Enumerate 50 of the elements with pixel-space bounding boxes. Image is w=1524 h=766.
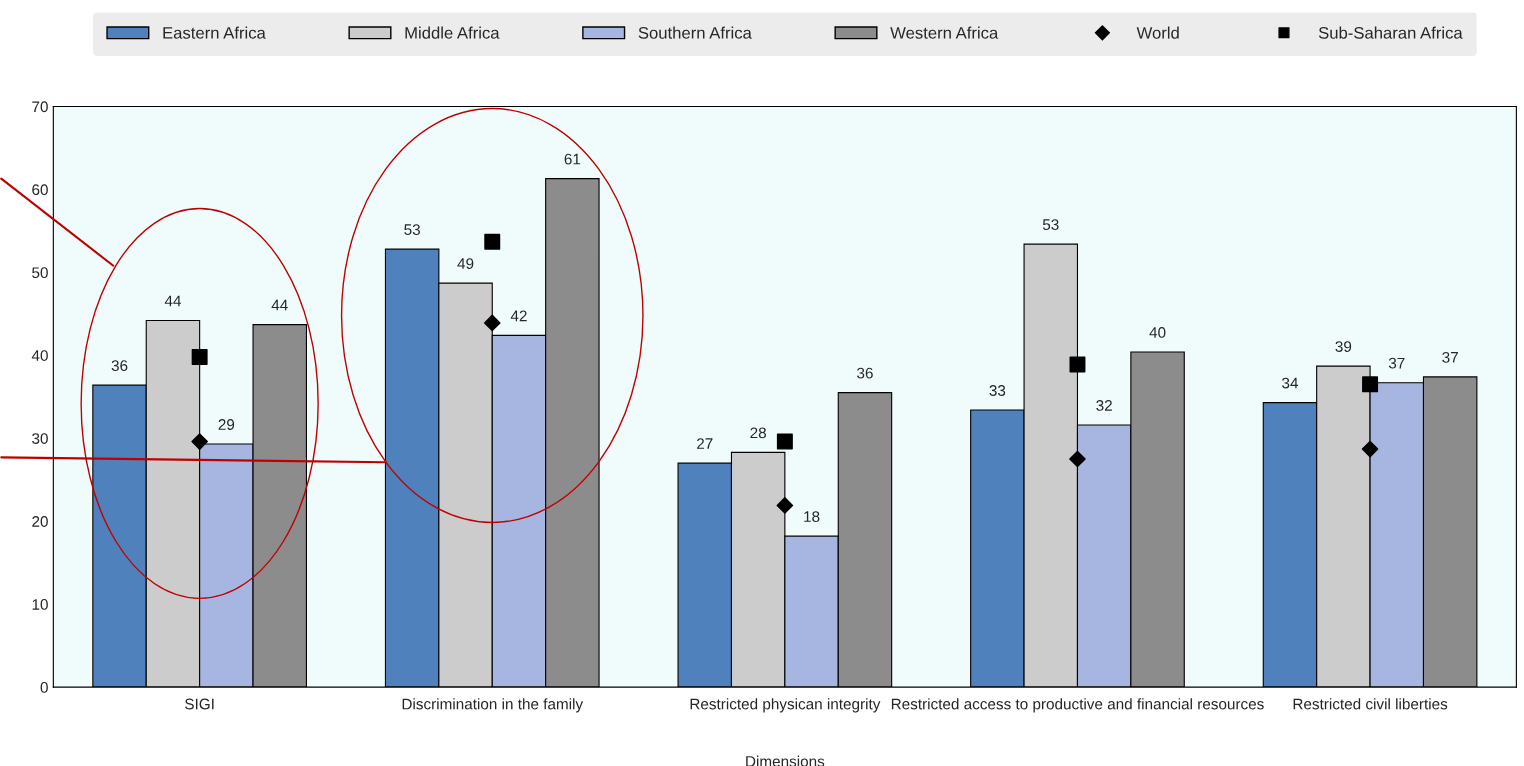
legend-label: Middle Africa	[405, 26, 500, 39]
data-label: 53	[1042, 219, 1059, 231]
data-label: 18	[804, 511, 820, 523]
x-axis-title: Dimensions	[746, 755, 825, 766]
data-label: 37	[1442, 351, 1458, 363]
data-label: 34	[1282, 377, 1299, 389]
point	[191, 433, 208, 450]
point	[191, 348, 208, 365]
point	[776, 497, 794, 514]
y-tick-label: 40	[31, 350, 48, 361]
data-label: 28	[750, 427, 766, 439]
point	[776, 433, 793, 450]
data-label: 49	[457, 258, 474, 270]
x-tick-label: SIGI	[185, 698, 214, 710]
legend-label: Eastern Africa	[163, 26, 266, 39]
x-tick-label: Restricted physican integrity	[690, 698, 881, 713]
data-label: 39	[1335, 341, 1352, 352]
data-label: 36	[857, 367, 873, 379]
x-tick-label: Restricted civil liberties	[1293, 698, 1448, 710]
point	[1361, 440, 1379, 458]
data-label: 61	[564, 153, 581, 165]
legend-label: Southern Africa	[638, 26, 752, 39]
point	[1069, 450, 1086, 468]
y-tick-label: 20	[32, 516, 48, 527]
legend-label: Western Africa	[890, 26, 999, 39]
point	[1362, 376, 1379, 393]
data-label: 36	[111, 360, 128, 372]
y-tick-label: 60	[32, 184, 48, 196]
point	[483, 314, 501, 332]
y-tick-label: 30	[32, 433, 48, 444]
legend-label: Sub-Saharan Africa	[1318, 26, 1463, 39]
y-tick-label: 70	[32, 101, 48, 113]
data-label: 29	[218, 419, 235, 430]
y-tick-label: 10	[32, 599, 48, 610]
point	[484, 233, 501, 250]
data-label: 40	[1149, 327, 1166, 338]
x-tick-label: Discrimination in the family	[402, 698, 584, 713]
data-label: 44	[164, 295, 181, 307]
data-label: 42	[510, 310, 527, 322]
data-label: 33	[989, 385, 1006, 396]
y-tick-label: 50	[32, 267, 48, 279]
legend-label: World	[1136, 26, 1179, 39]
data-label: 27	[697, 438, 713, 449]
x-tick-label: Restricted access to productive and financial resources	[891, 698, 1264, 713]
point	[1069, 356, 1086, 373]
y-tick-label: 0	[40, 681, 48, 693]
data-label: 44	[271, 299, 288, 311]
data-label: 53	[404, 224, 420, 236]
data-label: 37	[1388, 357, 1405, 369]
data-label: 32	[1096, 400, 1112, 411]
